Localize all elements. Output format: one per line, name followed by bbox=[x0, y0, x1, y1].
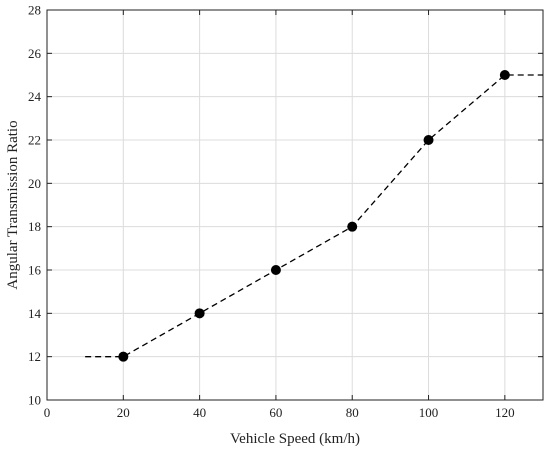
grid-lines bbox=[46, 9, 543, 401]
y-tick-label: 26 bbox=[28, 46, 42, 61]
data-point-marker bbox=[118, 351, 129, 362]
x-tick-label: 40 bbox=[193, 405, 206, 420]
y-tick-label: 22 bbox=[28, 133, 41, 148]
plot-area-frame bbox=[46, 9, 544, 401]
axis-ticks: 0 20 40 60 80 100 120 10 12 14 16 18 20 22 24 26 28 bbox=[28, 3, 543, 420]
y-tick-label: 10 bbox=[28, 393, 41, 408]
x-tick-label: 100 bbox=[419, 405, 439, 420]
x-tick-label: 60 bbox=[269, 405, 282, 420]
y-tick-label: 24 bbox=[28, 89, 42, 104]
x-tick-label: 20 bbox=[117, 405, 130, 420]
x-axis-label: Vehicle Speed (km/h) bbox=[230, 431, 360, 447]
y-tick-label: 18 bbox=[28, 219, 41, 234]
series-group bbox=[85, 70, 543, 362]
y-axis-label: Angular Transmission Ratio bbox=[5, 120, 21, 289]
data-point-marker bbox=[270, 265, 281, 275]
x-tick-label: 120 bbox=[495, 405, 515, 420]
data-point-marker bbox=[423, 135, 434, 145]
y-tick-label: 28 bbox=[28, 3, 41, 18]
data-point-marker bbox=[194, 308, 205, 319]
series-line bbox=[85, 74, 543, 358]
y-tick-label: 12 bbox=[28, 349, 41, 364]
x-tick-label: 80 bbox=[346, 405, 359, 420]
y-tick-label: 16 bbox=[28, 263, 42, 278]
y-tick-label: 20 bbox=[28, 176, 41, 191]
y-tick-label: 14 bbox=[28, 306, 42, 321]
data-point-marker bbox=[347, 221, 358, 232]
data-point-marker bbox=[499, 70, 510, 80]
x-tick-label: 0 bbox=[44, 405, 51, 420]
